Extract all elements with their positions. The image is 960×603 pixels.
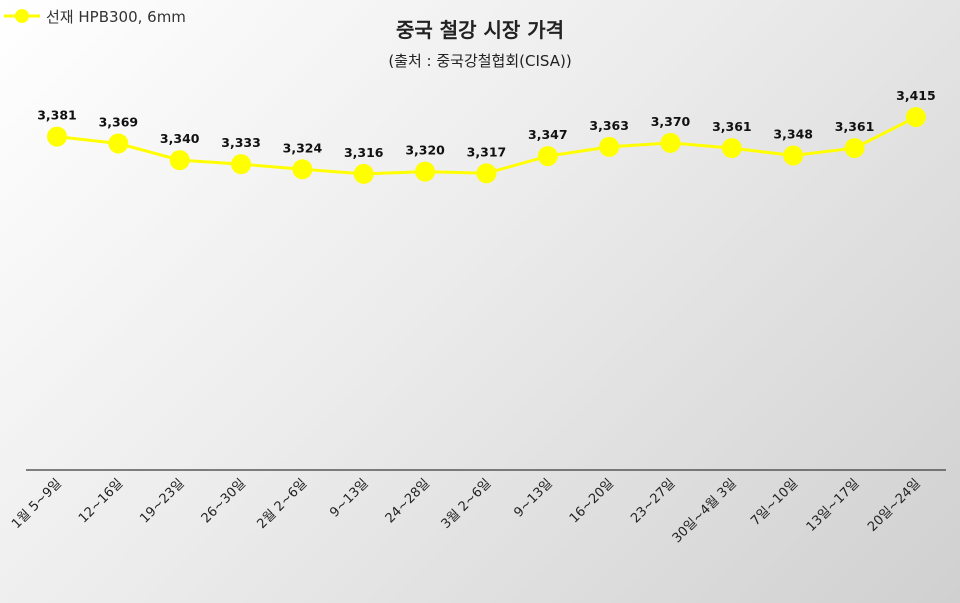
chart-title: 중국 철강 시장 가격 (395, 18, 565, 42)
data-point (905, 107, 926, 128)
data-point (844, 138, 865, 159)
x-tick-label: 13일~17일 (804, 476, 863, 535)
x-tick-label: 9~13일 (511, 476, 555, 520)
data-label: 3,381 (37, 108, 77, 123)
data-point (537, 146, 558, 167)
x-tick-label: 16~20일 (567, 476, 617, 526)
legend-marker-icon (4, 9, 40, 23)
data-label: 3,317 (467, 144, 507, 159)
data-label: 3,324 (283, 140, 323, 155)
x-tick-label: 12~16일 (76, 476, 126, 526)
x-tick-label: 19~23일 (137, 476, 187, 526)
data-point (721, 138, 742, 159)
data-label: 3,415 (896, 88, 936, 103)
data-point (231, 154, 252, 175)
x-tick-label: 20일~24일 (865, 476, 924, 535)
data-point (292, 159, 313, 180)
x-tick-label: 9~13일 (327, 476, 371, 520)
legend-label: 선재 HPB300, 6mm (46, 7, 186, 26)
data-label: 3,320 (405, 143, 445, 158)
x-tick-label: 24~28일 (383, 476, 433, 526)
data-point (415, 161, 436, 182)
data-label: 3,316 (344, 145, 384, 160)
x-tick-label: 26~30일 (199, 476, 249, 526)
data-point (783, 145, 804, 166)
data-point (108, 133, 129, 154)
data-point (599, 136, 620, 157)
data-label: 3,369 (99, 114, 139, 129)
data-label: 3,370 (651, 114, 691, 129)
data-label: 3,347 (528, 127, 568, 142)
x-tick-label: 7일~10일 (748, 476, 801, 529)
data-point (169, 150, 190, 171)
data-label: 3,363 (589, 118, 629, 133)
data-label: 3,361 (835, 119, 875, 134)
legend: 선재 HPB300, 6mm (4, 5, 186, 27)
data-point (353, 163, 374, 184)
data-point (476, 163, 497, 184)
data-label: 3,348 (773, 127, 813, 142)
data-point (660, 132, 681, 153)
x-tick-label: 1월 5~9일 (9, 476, 65, 532)
data-label: 3,333 (221, 135, 261, 150)
data-point (47, 126, 67, 147)
x-tick-label: 30일~4월 3일 (670, 476, 740, 546)
x-tick-label: 2월 2~6일 (255, 476, 311, 532)
data-label: 3,361 (712, 119, 752, 134)
x-tick-label: 23~27일 (628, 476, 678, 526)
data-label: 3,340 (160, 131, 200, 146)
chart-subtitle: (출처 : 중국강철협회(CISA)) (388, 52, 572, 70)
x-tick-label: 3월 2~6일 (439, 476, 495, 532)
